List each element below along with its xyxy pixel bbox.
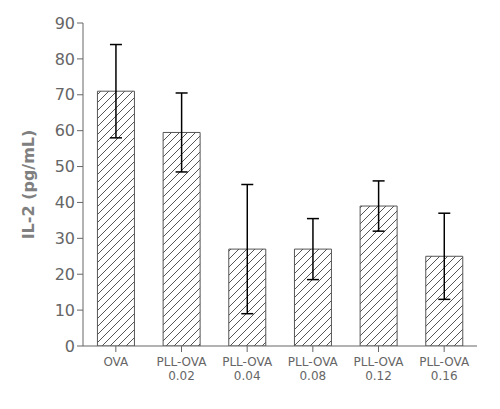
svg-text:60: 60 — [55, 121, 75, 140]
svg-text:30: 30 — [55, 229, 75, 248]
svg-text:80: 80 — [55, 50, 75, 69]
svg-text:0: 0 — [65, 337, 75, 356]
svg-text:70: 70 — [55, 85, 75, 104]
svg-text:PLL-OVA0.12: PLL-OVA0.12 — [354, 355, 405, 383]
svg-text:OVA: OVA — [103, 355, 129, 369]
svg-text:PLL-OVA0.16: PLL-OVA0.16 — [419, 355, 470, 383]
svg-text:IL-2 (pg/mL): IL-2 (pg/mL) — [19, 130, 38, 240]
svg-text:PLL-OVA0.08: PLL-OVA0.08 — [288, 355, 339, 383]
svg-text:PLL-OVA0.02: PLL-OVA0.02 — [157, 355, 208, 383]
svg-text:90: 90 — [55, 14, 75, 33]
svg-text:40: 40 — [55, 193, 75, 212]
svg-text:10: 10 — [55, 301, 75, 320]
svg-text:50: 50 — [55, 157, 75, 176]
svg-text:20: 20 — [55, 265, 75, 284]
svg-text:PLL-OVA0.04: PLL-OVA0.04 — [222, 355, 273, 383]
